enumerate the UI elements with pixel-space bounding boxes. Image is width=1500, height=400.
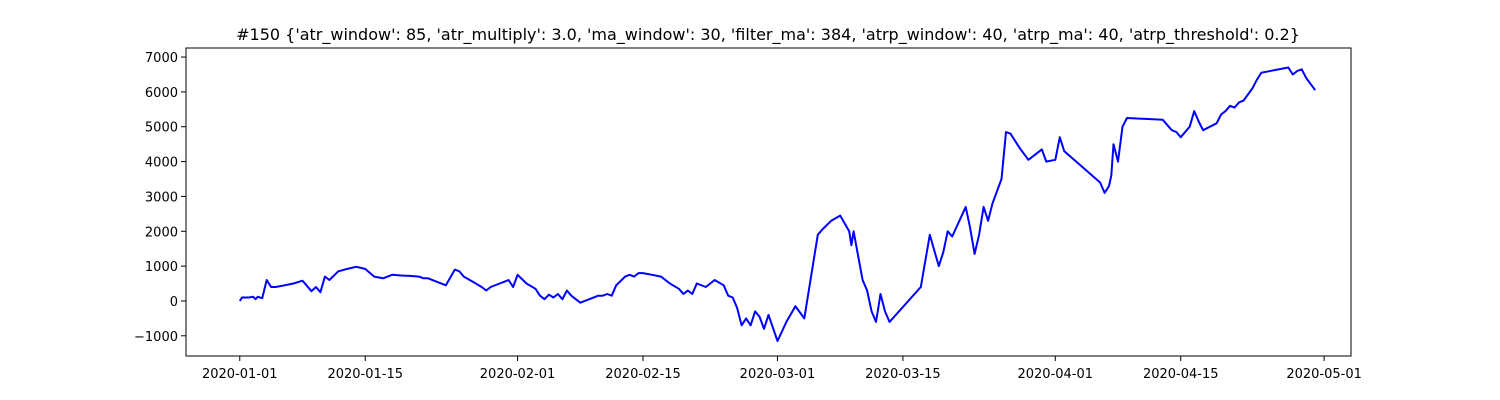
x-tick-label: 2020-02-15 [605, 367, 681, 382]
y-tick-label: −1000 [134, 330, 178, 345]
y-tick-label: 3000 [145, 190, 178, 205]
axis-ticks: 2020-01-01 2020-01-15 2020-02-01 2020-02-15… [134, 51, 1362, 382]
plot-area-frame [185, 47, 1352, 357]
y-tick-label: 2000 [145, 225, 178, 240]
x-tick-label: 2020-04-01 [1017, 367, 1093, 382]
x-tick-label: 2020-03-15 [865, 367, 941, 382]
y-tick-label: 0 [170, 295, 178, 310]
series-line [238, 66, 1317, 342]
x-tick-label: 2020-04-15 [1143, 367, 1219, 382]
x-tick-label: 2020-03-01 [740, 367, 816, 382]
y-tick-label: 5000 [145, 121, 178, 136]
y-tick-label: 6000 [145, 86, 178, 101]
x-tick-label: 2020-01-01 [202, 367, 278, 382]
x-tick-label: 2020-01-15 [327, 367, 403, 382]
chart-title: #150 {'atr_window': 85, 'atr_multiply': … [236, 25, 1300, 45]
y-tick-label: 4000 [145, 156, 178, 171]
x-tick-label: 2020-02-01 [480, 367, 556, 382]
y-tick-label: 7000 [145, 51, 178, 66]
y-tick-label: 1000 [145, 260, 178, 275]
x-tick-label: 2020-05-01 [1286, 367, 1362, 382]
